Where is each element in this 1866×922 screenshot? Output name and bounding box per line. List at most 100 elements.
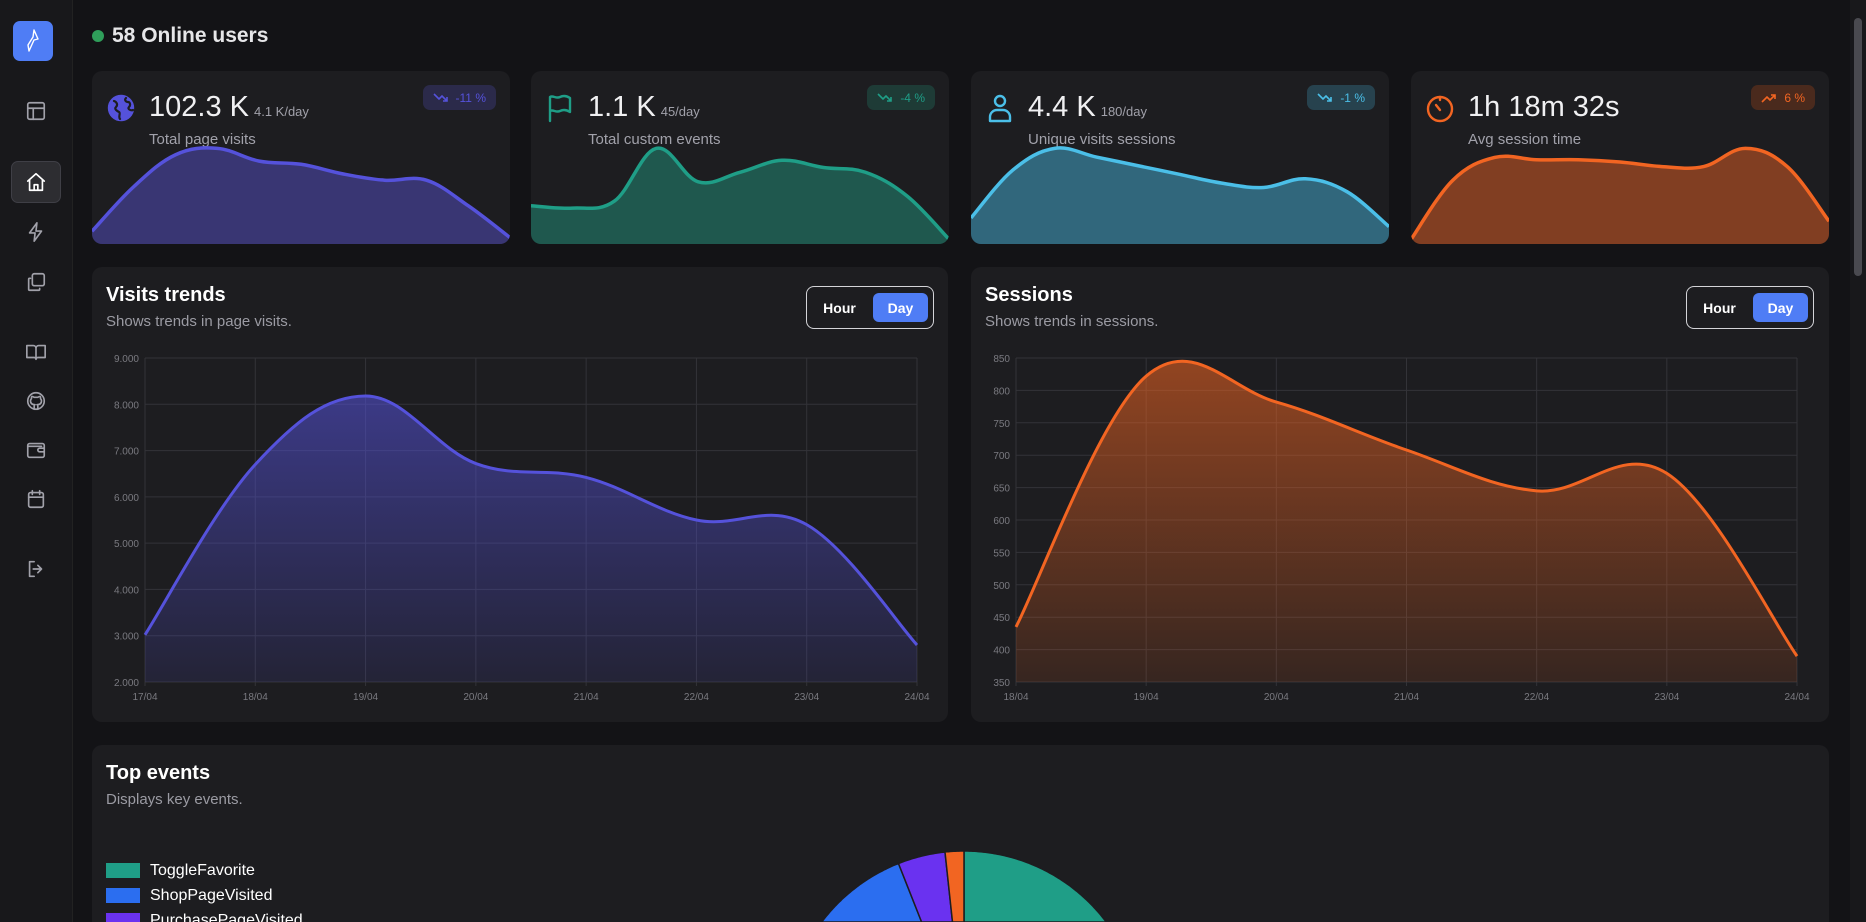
panel-title: Visits trends [106, 284, 226, 306]
sidebar-item-events[interactable] [11, 211, 61, 253]
stat-card: 1h 18m 32s Avg session time 6 % [1411, 71, 1829, 244]
series-line [143, 394, 919, 646]
globe-icon [106, 93, 136, 123]
online-users: 58 Online users [92, 24, 268, 48]
sparkline-area [1411, 148, 1829, 244]
y-tick-label: 3.000 [114, 632, 139, 643]
app-logo[interactable] [13, 21, 53, 61]
toggle-day[interactable]: Day [873, 293, 928, 322]
y-tick-label: 2.000 [114, 678, 139, 689]
legend-item[interactable]: ToggleFavorite [106, 858, 303, 883]
toggle-hour[interactable]: Hour [823, 299, 856, 316]
toggle-hour[interactable]: Hour [1703, 299, 1736, 316]
legend-label: ShopPageVisited [150, 886, 273, 904]
sparkline [1411, 146, 1829, 244]
top-events-panel: Top events Displays key events. ToggleFa… [92, 745, 1829, 922]
x-tick-label: 24/04 [1784, 692, 1809, 703]
y-tick-label: 9.000 [114, 354, 139, 365]
stat-label: Avg session time [1468, 131, 1582, 148]
online-users-label: 58 Online users [112, 24, 269, 47]
sidebar-item-calendar[interactable] [11, 478, 61, 520]
change-badge: -4 % [867, 85, 935, 110]
x-tick-label: 20/04 [1264, 692, 1289, 703]
sparkline [531, 146, 949, 244]
toggle-day[interactable]: Day [1753, 293, 1808, 322]
y-tick-label: 450 [993, 613, 1010, 624]
trend-down-icon [432, 93, 448, 102]
sidebar-item-docs[interactable] [11, 331, 61, 373]
scrollbar[interactable] [1850, 0, 1866, 922]
legend-item[interactable]: PurchasePageVisited [106, 908, 303, 922]
book-icon [26, 344, 46, 361]
sparkline-line [1411, 146, 1829, 241]
stat-value: 4.4 K 180/day [1028, 91, 1147, 124]
sidebar-item-wallet[interactable] [11, 429, 61, 471]
stat-rate: 4.1 K/day [253, 104, 309, 119]
change-value: -11 % [455, 90, 486, 105]
panel-title: Top events [106, 762, 211, 784]
series-area [1016, 361, 1797, 682]
y-tick-label: 350 [993, 678, 1010, 689]
y-tick-label: 550 [993, 548, 1010, 559]
series-line [1014, 359, 1799, 657]
sidebar [0, 0, 73, 922]
panel-subtitle: Shows trends in sessions. [985, 313, 1159, 330]
pie-slice [963, 850, 1108, 922]
sparkline-line [971, 146, 1389, 228]
stat-value: 1.1 K 45/day [588, 91, 700, 124]
x-tick-label: 21/04 [574, 692, 599, 703]
series-area [145, 395, 917, 682]
sparkline-line [531, 146, 949, 241]
trend-down-icon [1317, 93, 1333, 102]
stat-card: 102.3 K 4.1 K/day Total page visits -11 % [92, 71, 510, 244]
calendar-icon [27, 489, 45, 509]
x-tick-label: 19/04 [1134, 692, 1159, 703]
sidebar-item-home[interactable] [11, 161, 61, 203]
sessions-chart: 350 400 450 500 550 600 650 700 750 800 850 18/04 19… [993, 354, 1810, 703]
y-tick-label: 7.000 [114, 447, 139, 458]
sidebar-item-logout[interactable] [11, 548, 61, 590]
change-value: -4 % [900, 90, 925, 105]
stat-value-text: 102.3 K [149, 91, 249, 123]
copy-icon [27, 272, 46, 292]
flag-icon [545, 93, 575, 123]
sparkline-area [971, 147, 1389, 244]
x-tick-label: 19/04 [353, 692, 378, 703]
scrollbar-thumb[interactable] [1854, 18, 1862, 276]
pie-slice [944, 850, 965, 922]
pie-slice [820, 862, 923, 922]
logo-icon [27, 29, 39, 52]
x-tick-label: 20/04 [463, 692, 488, 703]
pie-legend: ToggleFavorite ShopPageVisited PurchaseP… [106, 858, 303, 922]
stat-label: Total page visits [149, 131, 256, 148]
x-tick-label: 22/04 [1524, 692, 1549, 703]
stat-card: 4.4 K 180/day Unique visits sessions -1 % [971, 71, 1389, 244]
sidebar-item-layout[interactable] [11, 90, 61, 132]
github-icon [26, 391, 46, 411]
x-tick-label: 22/04 [684, 692, 709, 703]
sidebar-item-pages[interactable] [11, 261, 61, 303]
panel-subtitle: Shows trends in page visits. [106, 313, 292, 330]
legend-item[interactable]: ShopPageVisited [106, 883, 303, 908]
legend-swatch [106, 863, 140, 878]
stat-value-text: 1.1 K [588, 91, 656, 123]
wallet-icon [26, 442, 46, 459]
x-tick-label: 17/04 [132, 692, 157, 703]
x-tick-label: 23/04 [1654, 692, 1679, 703]
y-tick-label: 800 [993, 386, 1010, 397]
bolt-icon [28, 222, 43, 242]
legend-swatch [106, 888, 140, 903]
layout-icon [26, 101, 46, 121]
home-icon [26, 172, 46, 192]
y-tick-label: 850 [993, 354, 1010, 365]
stat-value: 1h 18m 32s [1468, 91, 1625, 124]
y-tick-label: 700 [993, 451, 1010, 462]
y-tick-label: 6.000 [114, 493, 139, 504]
x-tick-label: 18/04 [243, 692, 268, 703]
sidebar-item-github[interactable] [11, 380, 61, 422]
stat-rate: 180/day [1100, 104, 1147, 119]
trend-down-icon [877, 93, 893, 102]
pie-slice [897, 851, 954, 922]
user-icon [985, 93, 1015, 123]
visits-chart: 2.000 3.000 4.000 5.000 6.000 7.000 8.000 9.000… [114, 354, 930, 703]
